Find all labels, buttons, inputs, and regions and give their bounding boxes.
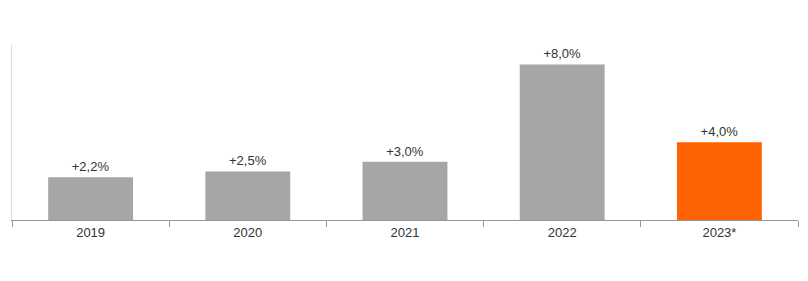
svg-text:2021: 2021: [391, 225, 420, 240]
svg-text:2020: 2020: [233, 225, 262, 240]
svg-text:+2,2%: +2,2%: [72, 159, 110, 174]
svg-text:+3,0%: +3,0%: [386, 144, 424, 159]
svg-text:2023*: 2023*: [702, 225, 736, 240]
svg-text:2022: 2022: [548, 225, 577, 240]
svg-text:+4,0%: +4,0%: [701, 124, 739, 139]
svg-text:+2,5%: +2,5%: [229, 153, 267, 168]
svg-text:+8,0%: +8,0%: [543, 46, 581, 61]
svg-text:2019: 2019: [76, 225, 105, 240]
